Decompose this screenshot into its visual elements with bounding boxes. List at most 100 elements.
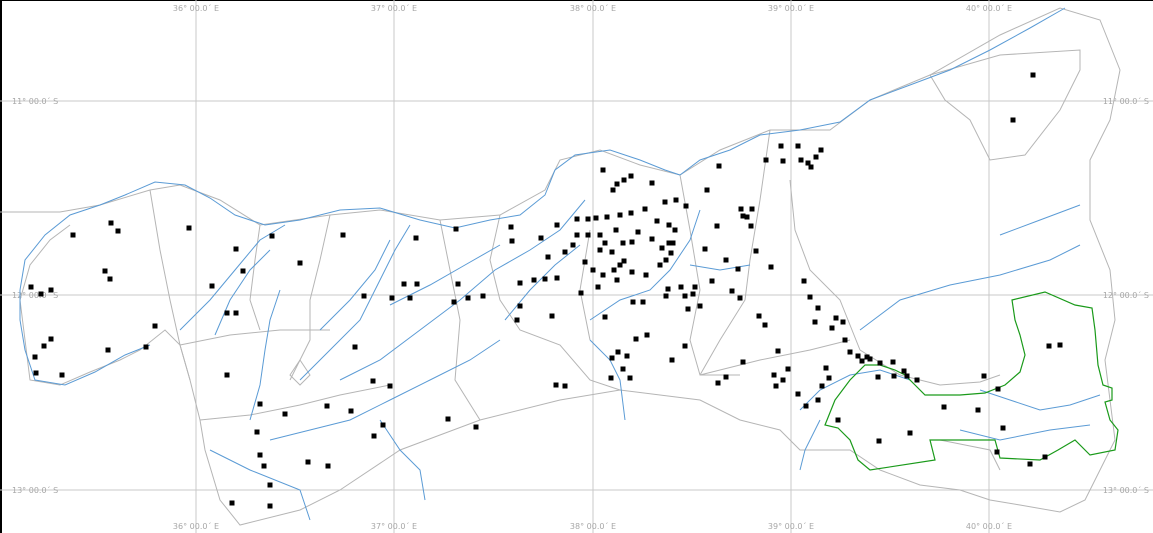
survey-point-marker[interactable]: [240, 268, 246, 274]
survey-point-marker[interactable]: [59, 372, 65, 378]
survey-point-marker[interactable]: [371, 433, 377, 439]
survey-point-marker[interactable]: [325, 463, 331, 469]
survey-point-marker[interactable]: [904, 373, 910, 379]
survey-point-marker[interactable]: [186, 225, 192, 231]
survey-point-marker[interactable]: [697, 303, 703, 309]
survey-point-marker[interactable]: [771, 372, 777, 378]
survey-point-marker[interactable]: [1027, 461, 1033, 467]
survey-point-marker[interactable]: [267, 503, 273, 509]
survey-point-marker[interactable]: [756, 313, 762, 319]
survey-point-marker[interactable]: [480, 293, 486, 299]
survey-point-marker[interactable]: [609, 355, 615, 361]
survey-point-marker[interactable]: [840, 319, 846, 325]
survey-point-marker[interactable]: [729, 288, 735, 294]
survey-point-marker[interactable]: [907, 430, 913, 436]
survey-point-marker[interactable]: [608, 375, 614, 381]
survey-point-marker[interactable]: [389, 295, 395, 301]
survey-point-marker[interactable]: [709, 278, 715, 284]
survey-point-marker[interactable]: [740, 213, 746, 219]
survey-point-marker[interactable]: [780, 377, 786, 383]
survey-point-marker[interactable]: [864, 354, 870, 360]
survey-point-marker[interactable]: [859, 358, 865, 364]
survey-point-marker[interactable]: [32, 354, 38, 360]
survey-point-marker[interactable]: [224, 310, 230, 316]
survey-point-marker[interactable]: [785, 366, 791, 372]
survey-point-marker[interactable]: [578, 290, 584, 296]
survey-point-marker[interactable]: [875, 374, 881, 380]
survey-point-marker[interactable]: [812, 319, 818, 325]
survey-point-marker[interactable]: [669, 357, 675, 363]
survey-point-marker[interactable]: [590, 267, 596, 273]
survey-point-marker[interactable]: [604, 214, 610, 220]
survey-point-marker[interactable]: [538, 235, 544, 241]
survey-point-marker[interactable]: [891, 373, 897, 379]
survey-point-marker[interactable]: [570, 242, 576, 248]
survey-point-marker[interactable]: [261, 463, 267, 469]
survey-point-marker[interactable]: [692, 284, 698, 290]
survey-point-marker[interactable]: [981, 373, 987, 379]
survey-point-marker[interactable]: [715, 380, 721, 386]
survey-point-marker[interactable]: [602, 314, 608, 320]
survey-point-marker[interactable]: [380, 422, 386, 428]
survey-point-marker[interactable]: [649, 236, 655, 242]
survey-point-marker[interactable]: [808, 164, 814, 170]
survey-point-marker[interactable]: [554, 275, 560, 281]
survey-point-marker[interactable]: [574, 232, 580, 238]
survey-point-marker[interactable]: [649, 180, 655, 186]
survey-point-marker[interactable]: [143, 344, 149, 350]
survey-point-marker[interactable]: [562, 249, 568, 255]
survey-point-marker[interactable]: [105, 347, 111, 353]
survey-point-marker[interactable]: [585, 216, 591, 222]
survey-point-marker[interactable]: [48, 287, 54, 293]
survey-point-marker[interactable]: [847, 349, 853, 355]
survey-point-marker[interactable]: [737, 295, 743, 301]
survey-point-marker[interactable]: [269, 233, 275, 239]
survey-point-marker[interactable]: [994, 449, 1000, 455]
survey-point-marker[interactable]: [803, 403, 809, 409]
survey-point-marker[interactable]: [775, 348, 781, 354]
survey-point-marker[interactable]: [620, 240, 626, 246]
survey-point-marker[interactable]: [795, 143, 801, 149]
survey-point-marker[interactable]: [387, 383, 393, 389]
survey-point-marker[interactable]: [735, 266, 741, 272]
survey-point-marker[interactable]: [941, 404, 947, 410]
survey-point-marker[interactable]: [257, 401, 263, 407]
survey-point-marker[interactable]: [542, 276, 548, 282]
survey-point-marker[interactable]: [668, 250, 674, 256]
survey-point-marker[interactable]: [553, 382, 559, 388]
survey-point-marker[interactable]: [621, 177, 627, 183]
survey-point-marker[interactable]: [509, 238, 515, 244]
survey-point-marker[interactable]: [666, 240, 672, 246]
survey-point-marker[interactable]: [107, 276, 113, 282]
survey-point-marker[interactable]: [1000, 425, 1006, 431]
survey-point-marker[interactable]: [233, 310, 239, 316]
survey-point-marker[interactable]: [654, 218, 660, 224]
survey-point-marker[interactable]: [975, 407, 981, 413]
survey-point-marker[interactable]: [659, 245, 665, 251]
survey-point-marker[interactable]: [348, 408, 354, 414]
survey-point-marker[interactable]: [877, 360, 883, 366]
survey-point-marker[interactable]: [819, 383, 825, 389]
survey-point-marker[interactable]: [629, 269, 635, 275]
survey-point-marker[interactable]: [683, 203, 689, 209]
survey-point-marker[interactable]: [901, 368, 907, 374]
survey-point-marker[interactable]: [670, 240, 676, 246]
survey-point-marker[interactable]: [610, 187, 616, 193]
survey-point-marker[interactable]: [549, 313, 555, 319]
survey-point-marker[interactable]: [666, 222, 672, 228]
survey-point-marker[interactable]: [609, 249, 615, 255]
survey-point-marker[interactable]: [517, 280, 523, 286]
survey-point-marker[interactable]: [780, 158, 786, 164]
survey-point-marker[interactable]: [554, 222, 560, 228]
survey-point-marker[interactable]: [798, 157, 804, 163]
survey-point-marker[interactable]: [224, 372, 230, 378]
survey-point-marker[interactable]: [102, 268, 108, 274]
survey-point-marker[interactable]: [795, 391, 801, 397]
survey-point-marker[interactable]: [597, 232, 603, 238]
survey-point-marker[interactable]: [723, 257, 729, 263]
survey-point-marker[interactable]: [617, 262, 623, 268]
survey-point-marker[interactable]: [615, 349, 621, 355]
survey-point-marker[interactable]: [41, 343, 47, 349]
survey-point-marker[interactable]: [401, 281, 407, 287]
survey-point-marker[interactable]: [635, 229, 641, 235]
